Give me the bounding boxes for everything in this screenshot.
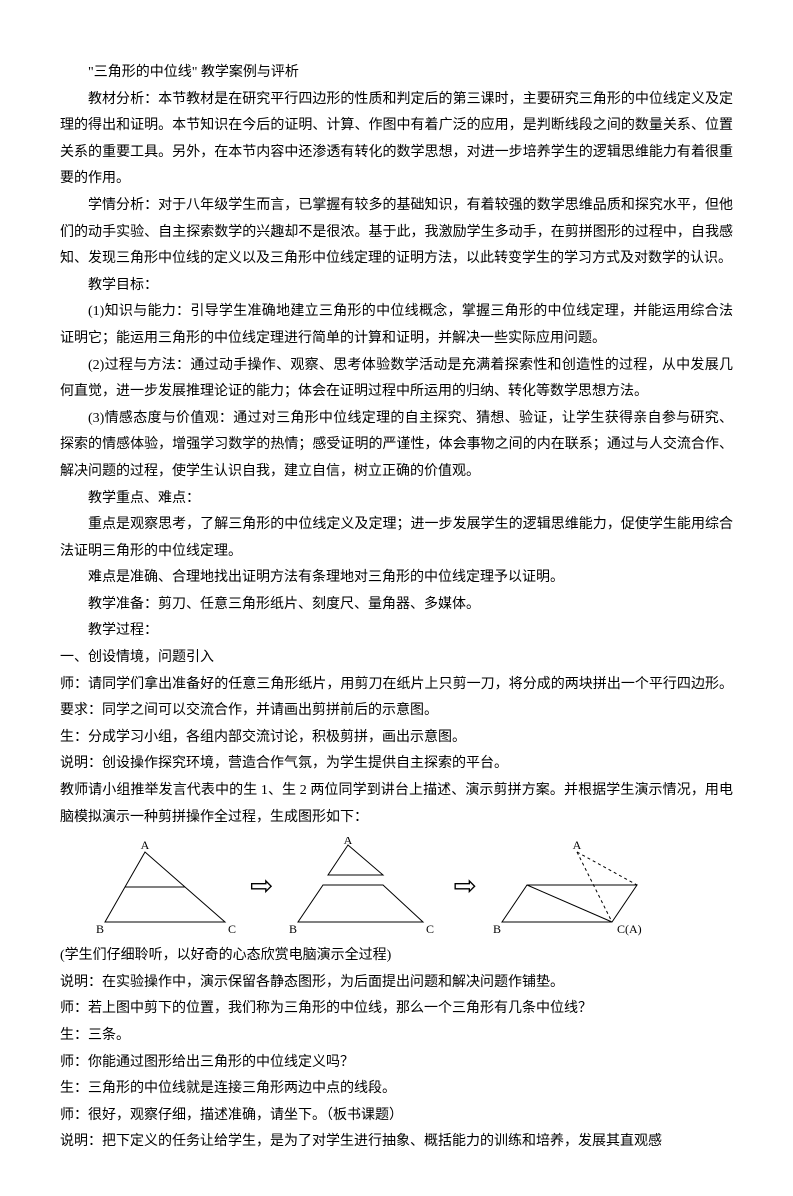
dialogue-student-3: 生：三角形的中位线就是连接三角形两边中点的线段。 (60, 1076, 733, 1103)
para-objectives-header: 教学目标： (60, 273, 733, 300)
para-key-point: 重点是观察思考，了解三角形的中位线定义及定理；进一步发展学生的逻辑思维能力，促使… (60, 512, 733, 565)
separated-triangle-figure: A B C (283, 837, 443, 937)
page-title: "三角形的中位线" 教学案例与评析 (60, 60, 733, 87)
para-objective-1: (1)知识与能力：引导学生准确地建立三角形的中位线概念，掌握三角形的中位线定理，… (60, 299, 733, 352)
label-b: B (493, 922, 501, 936)
section-1-title: 一、创设情境，问题引入 (60, 645, 733, 672)
para-key-difficulty-header: 教学重点、难点： (60, 486, 733, 513)
label-ca: C(A) (617, 922, 642, 936)
para-difficulty: 难点是准确、合理地找出证明方法有条理地对三角形的中位线定理予以证明。 (60, 565, 733, 592)
label-b: B (289, 922, 297, 936)
dialogue-teacher-4: 师：你能通过图形给出三角形的中位线定义吗？ (60, 1050, 733, 1077)
dialogue-student-1: 生：分成学习小组，各组内部交流讨论，积极剪拼，画出示意图。 (60, 725, 733, 752)
dialogue-student-2: 生：三条。 (60, 1023, 733, 1050)
dialogue-teacher-3: 师：若上图中剪下的位置，我们称为三角形的中位线，那么一个三角形有几条中位线？ (60, 996, 733, 1023)
label-c: C (426, 922, 434, 936)
triangle-midsegment-figure: A B C (90, 837, 240, 937)
dialogue-teacher-1: 师：请同学们拿出准备好的任意三角形纸片，用剪刀在纸片上只剪一刀，将分成的两块拼出… (60, 672, 733, 725)
note-1: 说明：创设操作探究环境，营造合作气氛，为学生提供自主探索的平台。 (60, 751, 733, 778)
para-objective-2: (2)过程与方法：通过动手操作、观察、思考体验数学活动是充满着探索性和创造性的过… (60, 353, 733, 406)
para-objective-3: (3)情感态度与价值观：通过对三角形中位线定理的自主探究、猜想、验证，让学生获得… (60, 406, 733, 486)
label-a: A (573, 838, 582, 852)
label-c: C (228, 922, 236, 936)
label-a: A (344, 837, 353, 847)
dialogue-teacher-2: 教师请小组推举发言代表中的生 1、生 2 两位同学到讲台上描述、演示剪拼方案。并… (60, 778, 733, 831)
arrow-icon: ⇨ (453, 873, 476, 901)
para-preparation: 教学准备：剪刀、任意三角形纸片、刻度尺、量角器、多媒体。 (60, 592, 733, 619)
note-students-listen: (学生们仔细聆听，以好奇的心态欣赏电脑演示全过程) (60, 943, 733, 970)
label-a: A (141, 838, 150, 852)
para-student-analysis: 学情分析：对于八年级学生而言，已掌握有较多的基础知识，有着较强的数学思维品质和探… (60, 193, 733, 273)
note-2: 说明：在实验操作中，演示保留各静态图形，为后面提出问题和解决问题作铺垫。 (60, 970, 733, 997)
para-material-analysis: 教材分析：本节教材是在研究平行四边形的性质和判定后的第三课时，主要研究三角形的中… (60, 87, 733, 193)
arrow-icon: ⇨ (250, 873, 273, 901)
label-b: B (96, 922, 104, 936)
dialogue-teacher-5: 师：很好，观察仔细，描述准确，请坐下。（板书课题） (60, 1103, 733, 1130)
para-process-header: 教学过程： (60, 618, 733, 645)
note-3: 说明：把下定义的任务让给学生，是为了对学生进行抽象、概括能力的训练和培养，发展其… (60, 1129, 733, 1156)
parallelogram-figure: A B C(A) (487, 837, 657, 937)
diagram-row: A B C ⇨ A B C ⇨ A B C(A) (90, 837, 733, 937)
